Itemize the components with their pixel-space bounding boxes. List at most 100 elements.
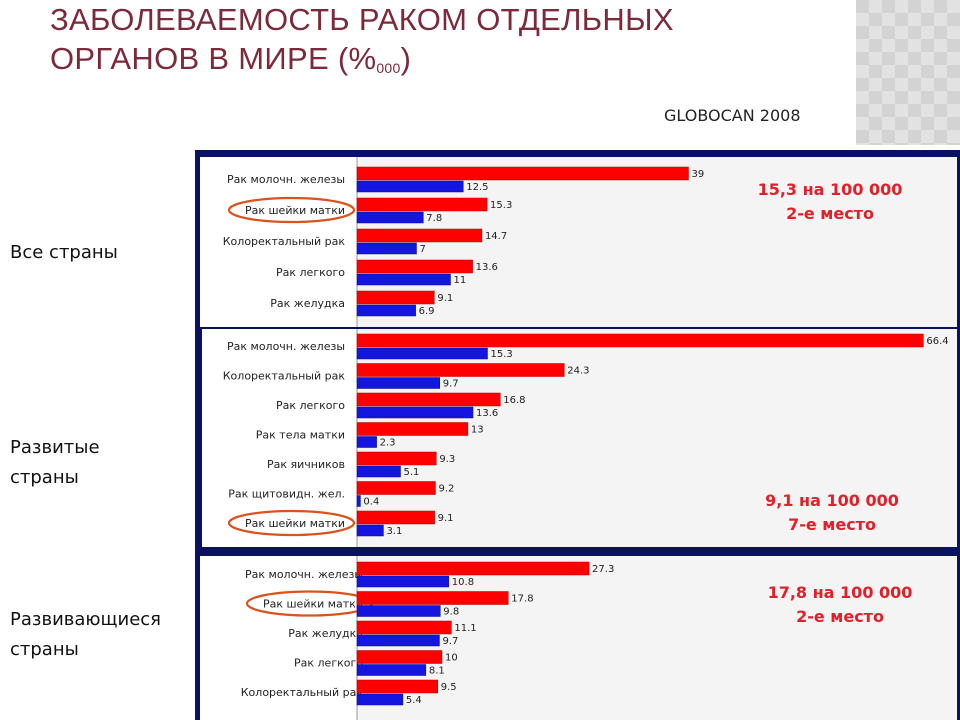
value-label: 9.1 <box>438 513 454 524</box>
value-label: 9.5 <box>441 682 457 693</box>
bar-series-1 <box>356 392 501 407</box>
value-label: 9.2 <box>438 484 454 495</box>
bar-series-1 <box>356 481 436 495</box>
label-column-bg <box>200 157 357 327</box>
annotation-rank: 2-е место <box>786 204 874 223</box>
bar-series-1 <box>356 422 469 436</box>
bar-series-1 <box>356 333 924 348</box>
category-label: Рак молочн. железы <box>245 568 363 581</box>
category-label: Рак шейки матки <box>245 204 345 217</box>
value-label: 7 <box>420 244 426 255</box>
bar-series-2 <box>356 406 474 419</box>
value-label: 10 <box>445 653 458 664</box>
category-label: Рак шейки матки <box>263 598 363 611</box>
chart-developed-countries: Рак молочн. железы 66.4 15.3 Колоректальный… <box>202 329 949 547</box>
category-label: Рак желудка <box>270 297 345 310</box>
value-label: 9.7 <box>442 636 458 647</box>
value-label: 9.3 <box>439 454 455 465</box>
category-label: Колоректальный рак <box>223 235 346 248</box>
bar-series-2 <box>356 693 404 706</box>
chart-panel-developing: Рак молочн. железы 27.3 10.8 Рак шейки матк… <box>200 556 957 720</box>
value-label: 11 <box>454 275 467 286</box>
group-label-all: Все страны <box>10 242 118 263</box>
group-label-developed: Развитые страны <box>10 437 100 488</box>
bar-series-1 <box>356 166 689 181</box>
bar-series-1 <box>356 363 565 377</box>
category-label: Рак легкого <box>276 399 345 412</box>
value-label: 3.1 <box>386 526 402 537</box>
bar-series-1 <box>356 290 435 305</box>
source-label: GLOBOCAN 2008 <box>664 106 801 125</box>
bar-series-2 <box>356 304 416 317</box>
bar-series-1 <box>356 451 437 466</box>
value-label: 5.4 <box>406 695 422 706</box>
category-label: Колоректальный рак <box>241 686 364 699</box>
bar-series-2 <box>356 524 384 537</box>
value-label: 13.6 <box>476 262 498 273</box>
value-label: 2.3 <box>380 438 396 449</box>
value-label: 24.3 <box>567 366 589 377</box>
value-label: 27.3 <box>592 564 614 575</box>
value-label: 39 <box>692 169 705 180</box>
value-label: 9.8 <box>443 607 459 618</box>
group-label-developing: Развивающиеся страны <box>10 609 162 660</box>
bar-series-1 <box>356 679 438 694</box>
category-label: Рак тела матки <box>256 429 345 442</box>
value-label: 8.1 <box>429 666 445 677</box>
value-label: 12.5 <box>466 182 488 193</box>
bar-series-2 <box>356 242 417 255</box>
category-label: Рак желудка <box>288 627 363 640</box>
bar-series-1 <box>356 510 435 525</box>
value-label: 15.3 <box>491 349 513 360</box>
annotation-rank: 7-е место <box>788 515 876 534</box>
value-label: 0.4 <box>363 497 379 508</box>
bar-series-1 <box>356 561 590 576</box>
bar-series-1 <box>356 650 443 664</box>
slide-title: ЗАБОЛЕВАЕМОСТЬ РАКОМ ОТДЕЛЬНЫХ ОРГАНОВ В… <box>50 0 730 88</box>
value-label: 13.6 <box>476 408 498 419</box>
bar-series-2 <box>356 436 377 448</box>
title-subscript: 000 <box>376 60 401 76</box>
bar-series-2 <box>356 273 451 286</box>
bar-series-2 <box>356 605 441 617</box>
bar-series-1 <box>356 620 452 635</box>
annotation-rate: 15,3 на 100 000 <box>758 180 903 199</box>
value-label: 9.7 <box>443 379 459 390</box>
category-label: Колоректальный рак <box>223 370 346 383</box>
title-close: ) <box>400 41 412 76</box>
bar-series-2 <box>356 495 361 507</box>
bar-series-1 <box>356 197 488 212</box>
category-label: Рак легкого <box>276 266 345 279</box>
title-main: ЗАБОЛЕВАЕМОСТЬ РАКОМ ОТДЕЛЬНЫХ ОРГАНОВ В… <box>50 2 674 76</box>
value-label: 17.8 <box>511 594 533 605</box>
value-label: 9.1 <box>437 293 453 304</box>
value-label: 13 <box>471 425 484 436</box>
value-label: 7.8 <box>426 213 442 224</box>
value-label: 66.4 <box>926 336 948 347</box>
value-label: 5.1 <box>404 467 420 478</box>
annotation-rank: 2-е место <box>796 607 884 626</box>
bar-series-2 <box>356 575 450 588</box>
decorative-pattern <box>856 0 960 145</box>
annotation-rate: 17,8 на 100 000 <box>768 583 913 602</box>
value-label: 16.8 <box>503 395 525 406</box>
value-label: 15.3 <box>490 200 512 211</box>
bar-series-2 <box>356 634 440 647</box>
category-label: Рак молочн. железы <box>227 173 345 186</box>
chart-all-countries: Рак молочн. железы 39 12.5 Рак шейки матки 1… <box>200 157 903 327</box>
category-label: Рак яичников <box>267 458 345 471</box>
charts-frame: Рак молочн. железы 39 12.5 Рак шейки матки 1… <box>195 150 960 720</box>
bar-series-2 <box>356 347 488 360</box>
bar-series-1 <box>356 591 509 605</box>
highlight-ellipse <box>227 509 356 537</box>
value-label: 6.9 <box>419 306 435 317</box>
value-label: 11.1 <box>454 623 476 634</box>
bar-series-2 <box>356 377 440 389</box>
bar-series-1 <box>356 259 473 274</box>
value-label: 14.7 <box>485 231 507 242</box>
category-label: Рак шейки матки <box>245 517 345 530</box>
category-label: Рак молочн. железы <box>227 340 345 353</box>
bar-series-2 <box>356 180 464 193</box>
chart-panel-developed: Рак молочн. железы 66.4 15.3 Колоректальный… <box>202 329 957 547</box>
chart-panel-all: Рак молочн. железы 39 12.5 Рак шейки матки 1… <box>200 157 957 327</box>
